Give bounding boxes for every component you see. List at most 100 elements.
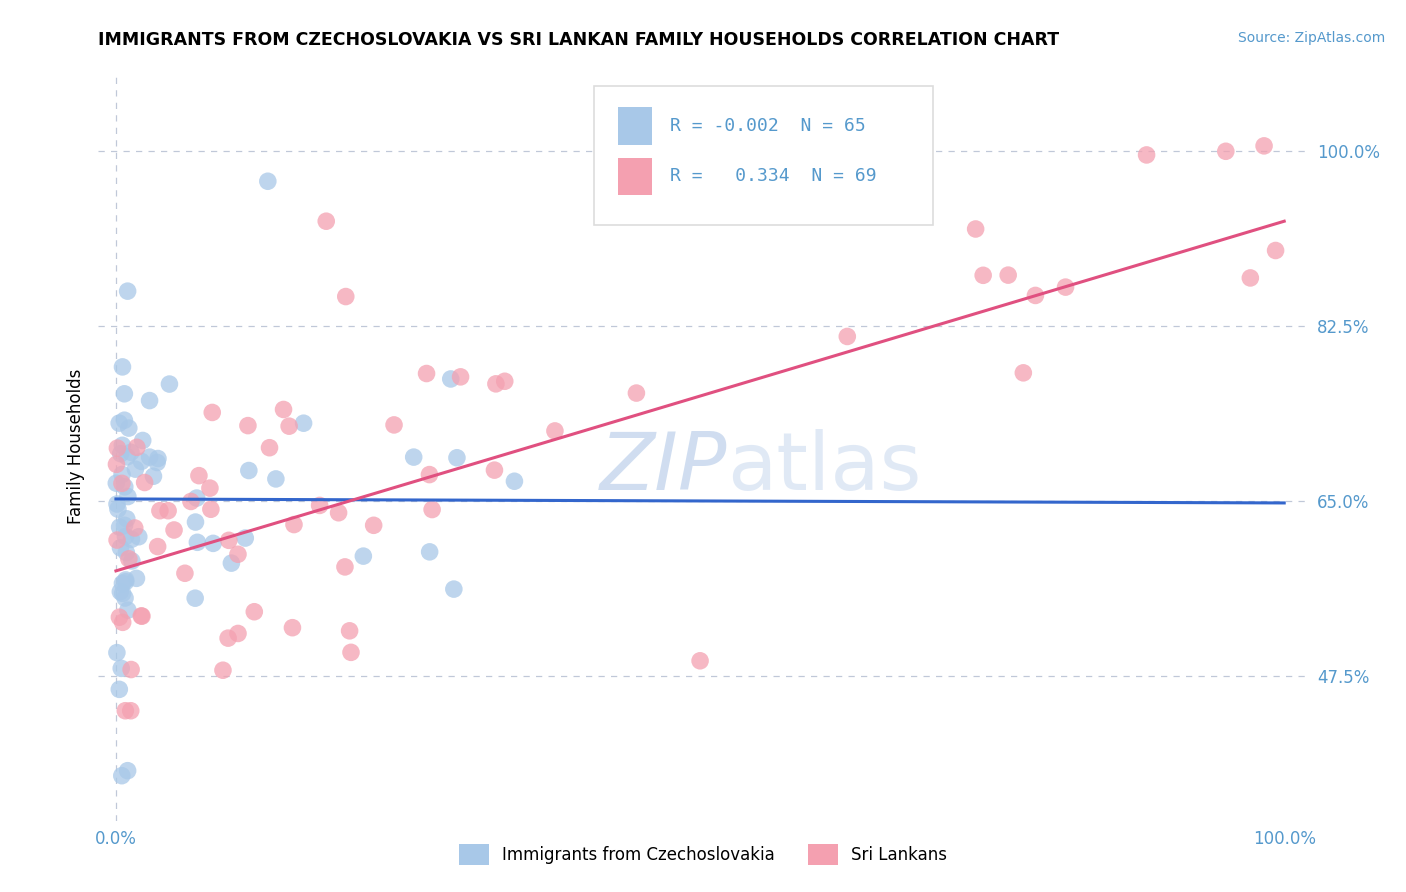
Point (689, 654, 711, 668)
Point (120, 663, 142, 677)
Point (111, 769, 134, 783)
Point (283, 517, 305, 532)
Point (149, 504, 172, 518)
Point (111, 438, 134, 452)
Point (1239, 271, 1261, 285)
Point (238, 463, 260, 477)
Point (111, 615, 134, 630)
Point (110, 541, 132, 555)
Point (111, 576, 134, 591)
Point (111, 586, 134, 600)
Point (278, 419, 301, 434)
Point (217, 631, 239, 645)
Point (308, 499, 330, 513)
Point (382, 417, 405, 432)
Point (138, 450, 160, 464)
Point (335, 289, 357, 303)
Point (114, 529, 136, 543)
Point (544, 424, 567, 438)
Y-axis label: Family Households: Family Households (66, 368, 84, 524)
Point (117, 764, 139, 778)
Point (110, 584, 132, 599)
Point (198, 481, 221, 495)
Point (112, 413, 135, 427)
Point (117, 603, 139, 617)
Point (281, 621, 304, 635)
Point (450, 369, 472, 384)
Point (105, 497, 128, 511)
Point (1215, 145, 1237, 159)
Text: R =   0.334  N = 69: R = 0.334 N = 69 (671, 168, 877, 186)
Point (111, 467, 134, 482)
Point (120, 704, 142, 718)
Point (243, 605, 266, 619)
Point (626, 386, 648, 401)
Point (114, 518, 136, 533)
Point (114, 574, 136, 589)
Point (124, 521, 146, 535)
Point (129, 608, 152, 623)
Point (259, 441, 281, 455)
Point (997, 268, 1019, 282)
Point (110, 447, 132, 461)
Point (420, 502, 443, 516)
Bar (619, 158, 652, 195)
Point (972, 268, 994, 283)
Point (108, 416, 131, 430)
Text: atlas: atlas (727, 429, 921, 508)
Point (494, 374, 516, 388)
Point (114, 704, 136, 718)
Point (118, 421, 141, 435)
Point (131, 454, 153, 468)
Point (120, 533, 142, 547)
Point (184, 515, 207, 529)
Point (121, 554, 143, 568)
Point (186, 535, 208, 549)
Point (128, 530, 150, 544)
Point (212, 663, 235, 677)
Point (105, 458, 128, 472)
Point (419, 545, 441, 559)
Point (186, 491, 208, 505)
Point (292, 416, 315, 430)
Point (138, 393, 160, 408)
Point (124, 462, 146, 476)
Point (159, 377, 181, 392)
Point (107, 502, 129, 516)
Point (120, 445, 142, 459)
Point (221, 556, 243, 570)
Point (134, 475, 156, 490)
Point (115, 545, 138, 559)
Point (146, 455, 169, 469)
Point (446, 450, 468, 465)
Point (146, 540, 169, 554)
Point (184, 591, 207, 606)
Point (108, 682, 131, 697)
Legend: Immigrants from Czechoslovakia, Sri Lankans: Immigrants from Czechoslovakia, Sri Lank… (458, 845, 948, 864)
Point (733, 200, 755, 214)
Point (503, 475, 526, 489)
Point (226, 626, 249, 640)
Text: R = -0.002  N = 65: R = -0.002 N = 65 (671, 117, 866, 135)
Point (132, 434, 155, 448)
Point (112, 386, 135, 401)
Point (273, 402, 295, 417)
Point (443, 582, 465, 596)
Point (146, 451, 169, 466)
Point (111, 359, 134, 374)
Text: IMMIGRANTS FROM CZECHOSLOVAKIA VS SRI LANKAN FAMILY HOUSEHOLDS CORRELATION CHART: IMMIGRANTS FROM CZECHOSLOVAKIA VS SRI LA… (98, 31, 1060, 49)
Point (352, 549, 374, 563)
Point (174, 566, 197, 581)
Point (1135, 148, 1157, 162)
Point (315, 214, 337, 228)
Bar (619, 107, 652, 145)
Point (328, 506, 350, 520)
Point (111, 476, 134, 491)
Point (131, 609, 153, 624)
Point (105, 646, 128, 660)
Point (236, 418, 259, 433)
Point (200, 502, 222, 516)
Point (108, 520, 131, 534)
Point (440, 372, 463, 386)
Point (418, 467, 440, 482)
